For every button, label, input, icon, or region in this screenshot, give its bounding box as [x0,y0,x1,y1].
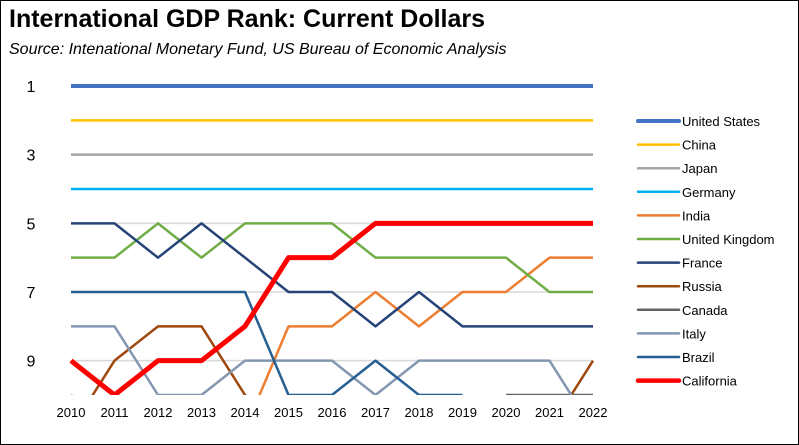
x-tick-label: 2022 [579,405,608,420]
x-tick-label: 2011 [101,405,129,420]
legend-label: China [682,138,717,153]
y-tick-label: 9 [27,354,36,371]
x-tick-label: 2014 [231,405,260,420]
series-line-brazil [71,290,463,395]
x-tick-label: 2018 [405,405,434,420]
legend-label: Japan [682,161,717,176]
legend-label: Canada [682,303,728,318]
x-tick-label: 2019 [448,405,477,420]
series-line-united-kingdom [71,222,593,294]
legend-label: Germany [682,185,736,200]
legend-label: Italy [682,326,706,341]
legend-label: California [682,374,738,389]
legend-label: United States [682,114,761,129]
series-line-california [69,220,593,395]
legend-label: India [682,208,711,223]
x-tick-label: 2015 [274,405,303,420]
legend-label: France [682,256,722,271]
legend-label: United Kingdom [682,232,775,247]
y-tick-label: 7 [27,285,36,302]
series-line-india [71,256,593,395]
legend-label: Russia [682,279,723,294]
chart-subtitle: Source: Intenational Monetary Fund, US B… [9,41,507,58]
x-tick-label: 2016 [318,405,347,420]
x-tick-label: 2012 [144,405,173,420]
x-tick-label: 2020 [492,405,521,420]
legend-label: Brazil [682,350,715,365]
x-tick-label: 2021 [535,405,564,420]
series-line-russia [91,325,595,395]
y-tick-label: 1 [27,79,36,96]
chart-title: International GDP Rank: Current Dollars [9,5,486,33]
x-tick-label: 2017 [361,405,390,420]
series-line-france [71,222,593,328]
x-tick-label: 2013 [187,405,216,420]
series-line-italy [71,325,573,395]
y-tick-label: 3 [27,148,36,165]
y-tick-label: 5 [27,216,36,233]
x-tick-label: 2010 [57,405,86,420]
